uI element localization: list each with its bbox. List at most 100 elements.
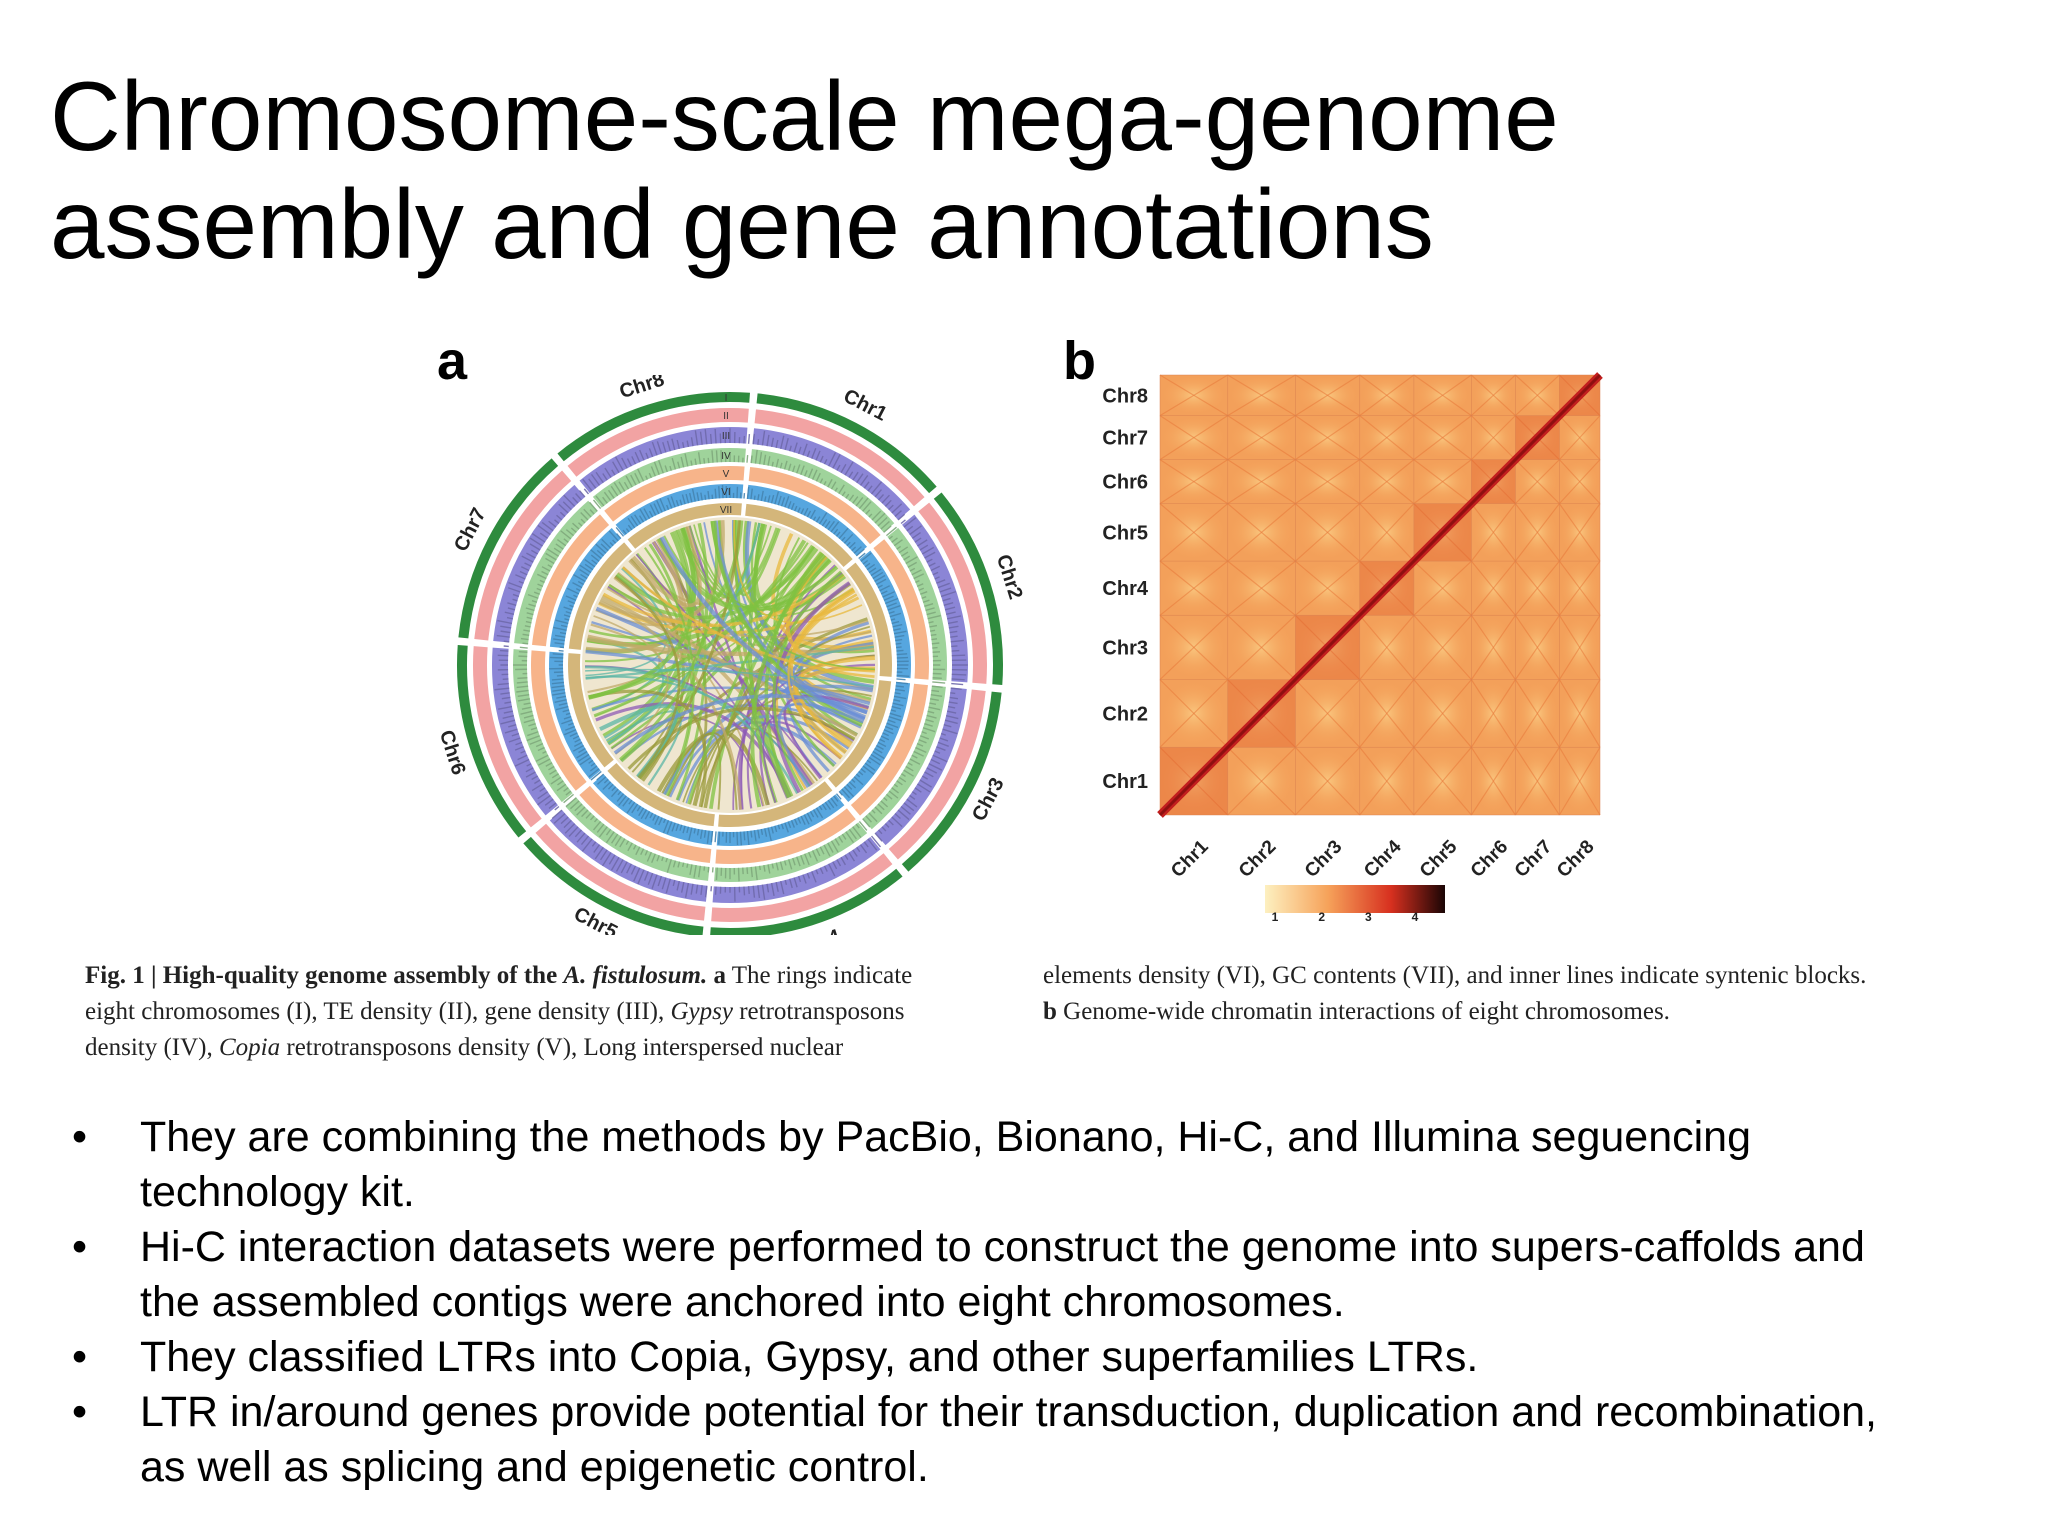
heatmap-y-label: Chr2 [1102,703,1148,725]
circos-ring-segment [579,427,748,493]
circos-ring-segment [615,484,744,536]
heatmap-block-pattern [1470,679,1516,748]
heatmap-block-pattern [1159,503,1229,562]
circos-chromosome-label: Chr6 [435,728,470,778]
circos-ring-segment [532,514,610,647]
heatmap-y-label: Chr1 [1102,771,1148,793]
circos-link [585,675,811,787]
heatmap-block-pattern [1359,459,1415,505]
heatmap-x-label: Chr2 [1235,836,1280,881]
heatmap-block-pattern [1470,746,1516,816]
heatmap-block-pattern [1413,746,1472,816]
heatmap-block-pattern [1159,415,1229,461]
heatmap-block-pattern [1294,746,1361,816]
heatmap-block-pattern [1558,746,1601,816]
caption-species: A. fistulosum. [563,962,708,989]
circos-ring-segment [715,808,856,864]
circos-link [607,522,761,745]
circos-ring-label: VII [720,505,732,516]
circos-ring-segment [607,762,715,827]
heatmap-block-pattern [1294,560,1361,616]
heatmap-block-pattern [1359,503,1415,562]
circos-ring-segment [754,409,925,507]
heatmap-block-pattern [1159,614,1229,681]
circos-link [593,615,669,755]
circos-ring-segment [902,514,968,683]
circos-ring-segment [474,470,572,641]
colorbar-tick-label: 3 [1365,910,1372,924]
heatmap-block-pattern [1295,374,1361,417]
heatmap-x-label: Chr8 [1553,836,1598,881]
heatmap-block-pattern [1514,614,1560,680]
circos-link [627,706,856,770]
circos-ring-segment [592,774,714,846]
heatmap-colorbar: 1 2 3 4 [1265,885,1445,924]
circos-ring-label: I [725,393,728,404]
circos-ring-segment [604,466,745,522]
heatmap-block-pattern [1558,503,1601,562]
circos-chromosome-label: Chr8 [617,375,667,403]
heatmap-block-pattern [1294,503,1361,562]
circos-link [644,547,695,797]
circos-ring-segment [716,794,845,846]
circos-ring-segment [873,539,929,680]
heatmap-block-pattern [1470,415,1516,461]
circos-ring-label: VI [721,487,730,498]
heatmap-block-pattern [1514,679,1560,748]
circos-ring-segment [711,853,893,922]
circos-link [746,720,842,809]
heatmap-x-label: Chr5 [1416,836,1462,882]
heatmap-diagonal-core [1158,373,1602,817]
heatmap-block-pattern [1359,679,1415,748]
heatmap-block-pattern [1413,459,1472,505]
circos-link [614,575,681,779]
heatmap-y-labels: Chr8 Chr7 Chr6 Chr5 Chr4 Chr3 Chr2 Chr1 [1102,385,1148,793]
circos-link [607,546,817,620]
circos-link [689,525,837,608]
circos-link [621,566,875,679]
heatmap-block-pattern [1227,503,1296,562]
circos-link [681,527,875,671]
circos-ring-segment [592,448,746,508]
heatmap-block-pattern [1514,503,1560,562]
circos-ring-segment [714,822,868,882]
circos-ring-segment [827,680,892,788]
circos-link [661,732,738,810]
heatmap-block-pattern [1159,560,1229,616]
heatmap-block-pattern [1159,374,1229,417]
heatmap-block-pattern [1558,679,1601,748]
circos-ring-segment [549,651,601,780]
heatmap-block-pattern [1227,614,1296,681]
bullet-text: They are combining the methods by PacBio… [140,1113,1752,1161]
heatmap-block-pattern [1227,560,1296,616]
bullet-text: as well as splicing and epigenetic contr… [140,1443,929,1491]
heatmap-block-pattern [1159,679,1229,748]
heatmap-y-label: Chr3 [1102,637,1148,659]
circos-ring-segment [513,649,573,803]
circos-link [687,545,815,805]
bullet-item: • LTR in/around genes provide potential f… [70,1385,2020,1495]
caption-text: The rings indicate [725,962,913,989]
circos-ring-segment [859,550,911,679]
circos-ring-segment [523,836,704,935]
circos-ring-segment [745,503,853,568]
circos-link [675,527,707,801]
circos-ring-segment [933,492,1003,685]
circos-syntenic-links [582,517,878,813]
bullet-item: • Hi-C interaction datasets were performe… [70,1220,2020,1330]
heatmap-block-pattern [1470,503,1516,562]
circos-link [639,520,741,781]
circos-chromosome-label: Chr2 [992,552,1027,602]
bullet-item: • They classified LTRs into Copia, Gypsy,… [70,1330,2020,1385]
heatmap-block-pattern [1359,746,1415,816]
caption-a-marker: a [713,962,726,989]
panel-a-label: a [437,331,468,391]
heatmap-block-pattern [1359,415,1415,461]
circos-ring-label: IV [721,451,731,462]
circos-ring-segment [718,781,833,827]
circos-rings [457,392,1003,935]
panel-b-label: b [1063,331,1096,391]
